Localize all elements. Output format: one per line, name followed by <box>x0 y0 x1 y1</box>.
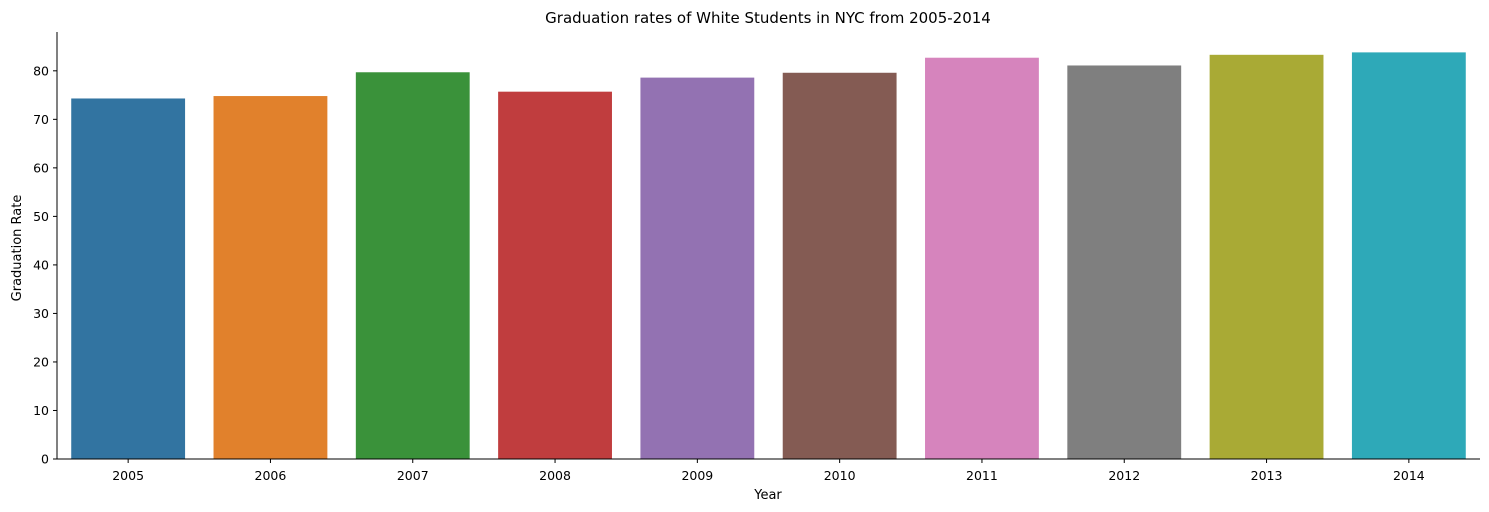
y-axis-label: Graduation Rate <box>10 195 25 302</box>
bar-2007 <box>355 72 470 460</box>
bar-2010 <box>782 72 897 459</box>
y-tick-label: 50 <box>33 209 49 224</box>
y-tick-label: 60 <box>33 160 49 175</box>
y-tick-label: 0 <box>41 452 49 467</box>
y-axis-ticks: 0 10 20 30 40 50 60 70 80 <box>33 63 57 467</box>
x-tick-label: 2009 <box>681 468 713 483</box>
x-tick-label: 2005 <box>112 468 144 483</box>
y-tick-label: 30 <box>33 306 49 321</box>
x-tick-label: 2014 <box>1393 468 1425 483</box>
bar-2009 <box>640 77 755 460</box>
x-tick-label: 2010 <box>824 468 856 483</box>
bar-2014 <box>1351 52 1466 459</box>
bar-2006 <box>213 96 328 460</box>
chart-title: Graduation rates of White Students in NY… <box>545 9 991 27</box>
x-tick-label: 2011 <box>966 468 998 483</box>
y-tick-label: 40 <box>33 257 49 272</box>
bar-2011 <box>925 57 1039 459</box>
bar-2013 <box>1209 54 1324 460</box>
x-tick-label: 2007 <box>397 468 429 483</box>
bar-2005 <box>71 98 186 459</box>
y-tick-label: 80 <box>33 63 49 78</box>
x-tick-label: 2006 <box>255 468 287 483</box>
bars-group <box>71 52 1466 460</box>
y-tick-label: 70 <box>33 112 49 127</box>
x-tick-label: 2012 <box>1108 468 1140 483</box>
y-tick-label: 20 <box>33 354 49 369</box>
bar-2008 <box>498 91 612 460</box>
y-tick-label: 10 <box>33 403 49 418</box>
bar-2012 <box>1067 65 1182 459</box>
x-tick-label: 2013 <box>1251 468 1283 483</box>
x-axis-label: Year <box>753 488 782 503</box>
x-axis-ticks: 2005 2006 2007 2008 2009 2010 2011 2012 2013 2014 <box>112 459 1425 483</box>
x-tick-label: 2008 <box>539 468 571 483</box>
